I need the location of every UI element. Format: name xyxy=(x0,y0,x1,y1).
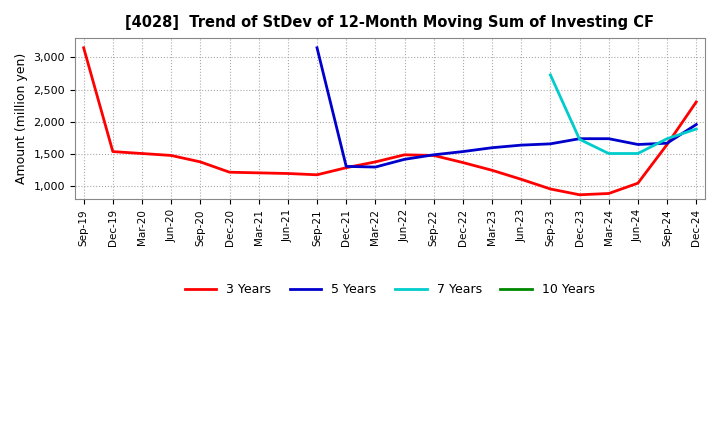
3 Years xyxy=(371,159,379,165)
Y-axis label: Amount (million yen): Amount (million yen) xyxy=(15,53,28,184)
3 Years xyxy=(312,172,321,177)
5 Years xyxy=(662,140,671,146)
3 Years xyxy=(284,171,292,176)
Line: 3 Years: 3 Years xyxy=(84,48,696,195)
3 Years xyxy=(429,153,438,158)
3 Years xyxy=(662,142,671,147)
3 Years xyxy=(109,149,117,154)
3 Years xyxy=(342,165,351,170)
3 Years xyxy=(634,180,642,186)
3 Years xyxy=(459,160,467,165)
3 Years xyxy=(692,99,701,105)
3 Years xyxy=(604,191,613,196)
5 Years xyxy=(312,45,321,51)
5 Years xyxy=(487,145,496,150)
3 Years xyxy=(254,170,263,176)
Line: 7 Years: 7 Years xyxy=(550,75,696,154)
7 Years xyxy=(575,137,584,142)
5 Years xyxy=(604,136,613,141)
3 Years xyxy=(225,169,234,175)
5 Years xyxy=(517,143,526,148)
5 Years xyxy=(634,142,642,147)
7 Years xyxy=(662,136,671,141)
5 Years xyxy=(546,141,554,147)
5 Years xyxy=(400,157,409,162)
3 Years xyxy=(575,192,584,198)
3 Years xyxy=(167,153,176,158)
3 Years xyxy=(138,151,146,156)
3 Years xyxy=(517,177,526,182)
5 Years xyxy=(342,164,351,169)
3 Years xyxy=(400,152,409,158)
Line: 5 Years: 5 Years xyxy=(317,48,696,167)
5 Years xyxy=(459,149,467,154)
7 Years xyxy=(604,151,613,156)
7 Years xyxy=(634,151,642,156)
Legend: 3 Years, 5 Years, 7 Years, 10 Years: 3 Years, 5 Years, 7 Years, 10 Years xyxy=(180,278,600,301)
3 Years xyxy=(79,45,88,51)
3 Years xyxy=(487,168,496,173)
5 Years xyxy=(371,165,379,170)
5 Years xyxy=(429,152,438,158)
Title: [4028]  Trend of StDev of 12-Month Moving Sum of Investing CF: [4028] Trend of StDev of 12-Month Moving… xyxy=(125,15,654,30)
7 Years xyxy=(546,72,554,77)
5 Years xyxy=(575,136,584,141)
5 Years xyxy=(692,122,701,127)
3 Years xyxy=(196,159,204,165)
7 Years xyxy=(692,126,701,132)
3 Years xyxy=(546,186,554,191)
